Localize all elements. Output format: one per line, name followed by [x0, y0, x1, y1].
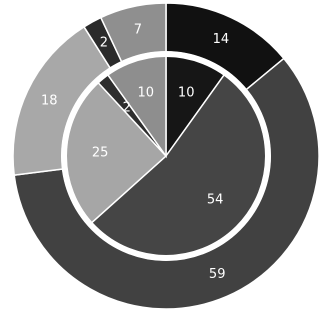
inner-slice-5-label: 10 [138, 86, 155, 101]
outer-ring [12, 2, 320, 310]
outer-slice-4-label: 2 [100, 36, 108, 51]
inner-slice-2-label: 54 [207, 193, 224, 208]
value-labels: 14 59 18 2 7 10 54 25 2 10 [41, 23, 229, 282]
outer-slice-2-label: 59 [209, 267, 226, 282]
outer-slice-3-label: 18 [41, 94, 58, 109]
outer-slice-5-label: 7 [134, 23, 142, 38]
ring-divider [61, 51, 271, 261]
outer-slice-1-label: 14 [213, 32, 230, 47]
inner-slice-4-label: 2 [123, 101, 131, 116]
inner-slice-1-label: 10 [178, 86, 195, 101]
inner-slice-3-label: 25 [92, 145, 109, 160]
